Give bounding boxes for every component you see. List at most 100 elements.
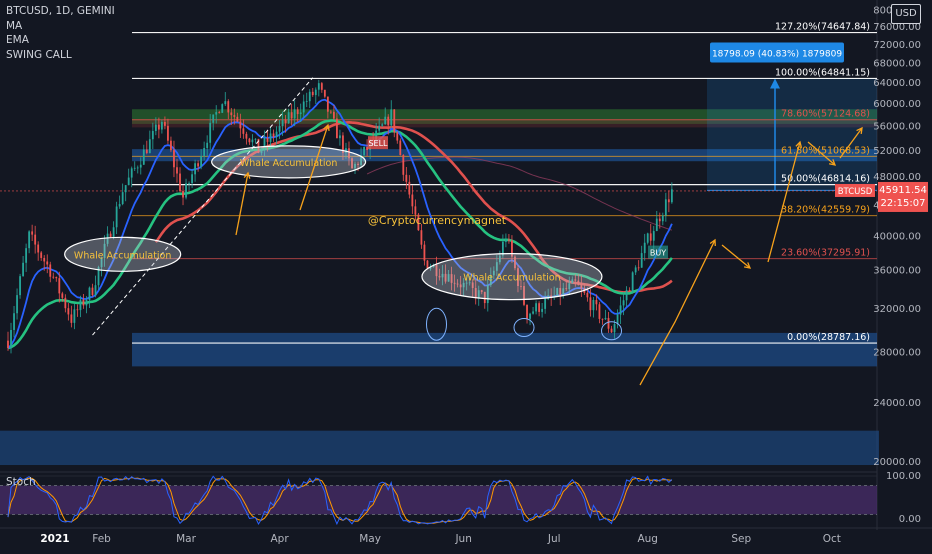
candle-body[interactable] <box>565 288 568 290</box>
candle-body[interactable] <box>354 163 356 169</box>
candle-body[interactable] <box>305 101 308 102</box>
candle-body[interactable] <box>453 282 456 284</box>
candle-body[interactable] <box>526 304 528 319</box>
candle-body[interactable] <box>299 112 302 115</box>
candle-body[interactable] <box>7 340 9 349</box>
candle-body[interactable] <box>489 275 492 286</box>
candle-body[interactable] <box>206 142 209 149</box>
candle-body[interactable] <box>550 295 553 298</box>
candle-body[interactable] <box>151 131 154 140</box>
candle-body[interactable] <box>167 125 169 141</box>
candle-body[interactable] <box>426 260 429 269</box>
candle-body[interactable] <box>501 241 504 256</box>
candle-body[interactable] <box>616 314 619 325</box>
candle-body[interactable] <box>191 174 193 184</box>
candle-body[interactable] <box>520 286 522 287</box>
candle-body[interactable] <box>628 290 631 292</box>
candle-body[interactable] <box>592 299 595 311</box>
candle-body[interactable] <box>142 149 145 165</box>
candle-body[interactable] <box>646 233 649 243</box>
candle-body[interactable] <box>55 277 58 279</box>
candle-body[interactable] <box>260 148 263 154</box>
candle-body[interactable] <box>610 328 613 333</box>
candle-body[interactable] <box>619 305 622 315</box>
candle-body[interactable] <box>248 138 251 143</box>
candle-body[interactable] <box>287 112 290 124</box>
candle-body[interactable] <box>438 276 441 278</box>
candle-body[interactable] <box>224 101 227 105</box>
candle-body[interactable] <box>293 109 296 119</box>
candle-body[interactable] <box>314 89 317 96</box>
candle-body[interactable] <box>375 130 378 141</box>
candle-body[interactable] <box>495 262 498 271</box>
candle-body[interactable] <box>257 138 260 154</box>
candle-body[interactable] <box>103 243 106 258</box>
candle-body[interactable] <box>607 317 610 329</box>
candle-body[interactable] <box>462 282 465 288</box>
candle-body[interactable] <box>483 291 486 304</box>
candle-body[interactable] <box>342 135 344 153</box>
candle-body[interactable] <box>94 285 97 296</box>
candle-body[interactable] <box>393 109 396 133</box>
candle-body[interactable] <box>296 109 299 115</box>
candle-body[interactable] <box>447 274 450 282</box>
candle-body[interactable] <box>658 218 661 222</box>
candle-body[interactable] <box>332 111 335 119</box>
candle-body[interactable] <box>360 155 362 165</box>
candle-body[interactable] <box>115 206 118 228</box>
candle-body[interactable] <box>221 104 224 113</box>
candle-body[interactable] <box>242 128 245 134</box>
candle-body[interactable] <box>336 118 338 139</box>
candle-body[interactable] <box>423 244 426 261</box>
candle-body[interactable] <box>67 308 70 315</box>
candle-body[interactable] <box>511 240 513 257</box>
candle-body[interactable] <box>595 299 598 305</box>
candle-body[interactable] <box>58 278 61 294</box>
indicator-stoch[interactable]: Stoch <box>6 476 36 488</box>
candle-body[interactable] <box>79 299 82 311</box>
candle-body[interactable] <box>450 274 453 283</box>
candle-body[interactable] <box>417 214 420 231</box>
candle-body[interactable] <box>348 148 350 159</box>
candle-body[interactable] <box>64 297 67 309</box>
candle-body[interactable] <box>275 131 278 137</box>
candle-body[interactable] <box>351 158 353 169</box>
candle-body[interactable] <box>568 283 571 290</box>
candle-body[interactable] <box>541 308 544 312</box>
candle-body[interactable] <box>396 132 399 141</box>
candle-body[interactable] <box>127 177 130 186</box>
candle-body[interactable] <box>384 116 387 125</box>
candle-body[interactable] <box>269 133 272 142</box>
candle-body[interactable] <box>504 239 507 242</box>
candle-body[interactable] <box>339 135 341 139</box>
currency-badge[interactable]: USD <box>891 4 921 24</box>
candle-body[interactable] <box>145 149 148 154</box>
candle-body[interactable] <box>302 101 305 113</box>
candle-body[interactable] <box>16 295 18 314</box>
candle-body[interactable] <box>118 204 121 207</box>
candle-body[interactable] <box>577 280 580 286</box>
candle-body[interactable] <box>323 89 326 97</box>
candle-body[interactable] <box>444 273 447 282</box>
candle-body[interactable] <box>97 267 100 286</box>
candle-body[interactable] <box>266 137 269 142</box>
candle-body[interactable] <box>538 303 541 312</box>
candle-body[interactable] <box>154 124 157 132</box>
candle-body[interactable] <box>390 109 393 126</box>
candle-body[interactable] <box>76 309 79 311</box>
candle-body[interactable] <box>468 282 471 284</box>
candle-body[interactable] <box>46 261 49 265</box>
candle-body[interactable] <box>556 288 559 296</box>
candle-body[interactable] <box>106 233 109 244</box>
candle-body[interactable] <box>498 255 501 263</box>
candle-body[interactable] <box>408 181 411 195</box>
candle-body[interactable] <box>326 96 329 112</box>
candle-body[interactable] <box>25 248 28 263</box>
candle-body[interactable] <box>179 173 181 191</box>
candle-body[interactable] <box>661 215 664 222</box>
candle-body[interactable] <box>133 167 136 169</box>
candle-body[interactable] <box>182 190 184 198</box>
candle-body[interactable] <box>465 282 468 284</box>
candle-body[interactable] <box>61 293 64 298</box>
